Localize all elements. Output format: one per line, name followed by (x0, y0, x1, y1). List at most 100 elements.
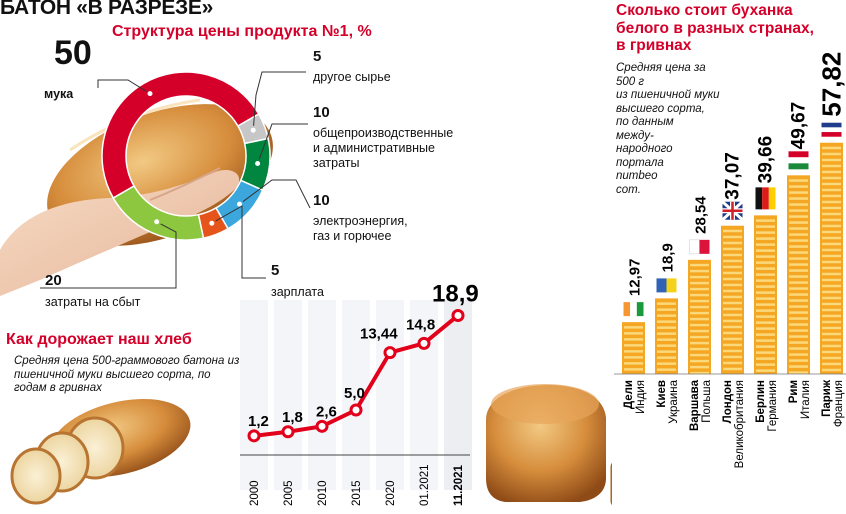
energy-value: 10 (313, 192, 330, 209)
bar-stripe (789, 347, 808, 350)
year-tick-label: 2020 (385, 480, 397, 506)
price-point (349, 403, 363, 417)
bar-stripe (822, 332, 841, 336)
bar-stripe (789, 215, 808, 218)
sliced-baton-image (10, 398, 191, 505)
bar-stripe (822, 254, 841, 258)
bar-stripe (723, 241, 742, 245)
bar-stripe (822, 278, 841, 282)
bar-stripe (789, 275, 808, 278)
year-tick-label: 2000 (249, 480, 261, 506)
bar-stripe (624, 326, 643, 329)
bar-stripe (822, 188, 841, 192)
bar-stripe (690, 299, 709, 303)
bar-stripe (624, 356, 643, 359)
bar-stripe (756, 309, 775, 312)
bar-stripe (756, 237, 775, 240)
bar-stripe (822, 242, 841, 246)
bar-city-label: Лондон (722, 380, 734, 423)
bar-stripe (723, 331, 742, 335)
price-point (315, 419, 329, 433)
bar-stripe (756, 351, 775, 354)
bar-value-label: 18,9 (660, 243, 677, 272)
leader-line (97, 79, 151, 95)
leader-line (40, 221, 177, 289)
bar-stripe (789, 335, 808, 338)
bar-stripe (822, 344, 841, 348)
bar-stripe (756, 321, 775, 324)
bar-stripe (657, 356, 676, 359)
bar-stripe (789, 311, 808, 314)
bar-france (820, 142, 843, 374)
bar-stripe (822, 170, 841, 174)
bar-stripe (822, 338, 841, 342)
bar-stripe (723, 361, 742, 365)
bar-stripe (624, 344, 643, 347)
bar-city-label: Киев (656, 380, 668, 408)
bar-stripe (723, 259, 742, 263)
bar-germany (754, 215, 777, 374)
bar-stripe (789, 239, 808, 242)
bar-stripe (789, 179, 808, 182)
bar-stripe (756, 339, 775, 342)
bar-country-label: Украина (668, 379, 680, 423)
bar-stripe (756, 273, 775, 276)
germany-flag (755, 187, 776, 210)
poland-flag (689, 239, 710, 255)
sales-label: затраты на сбыт (45, 295, 141, 309)
bar-stripe (789, 329, 808, 332)
bar-stripe (822, 176, 841, 180)
donut-chart-title: Структура цены продукта №1, % (112, 23, 372, 40)
bar-value-label: 37,07 (723, 152, 744, 200)
bar-stripe (822, 314, 841, 318)
bar-value-label: 39,66 (756, 136, 777, 184)
bar-value-label: 49,67 (789, 102, 810, 150)
bar-city-label: Берлин (755, 380, 767, 423)
bar-stripe (690, 365, 709, 369)
bar-stripe (657, 362, 676, 365)
bar-stripe (822, 158, 841, 162)
bar-stripe (723, 295, 742, 299)
bar-country-label: Великобритания (734, 380, 746, 468)
bar-stripe (756, 315, 775, 318)
year-tick-label: 01.2021 (419, 464, 431, 506)
bar-stripe (657, 368, 676, 371)
bar-stripe (822, 248, 841, 252)
bar-stripe (822, 320, 841, 324)
bar-stripe (690, 359, 709, 363)
bar-stripe (690, 341, 709, 345)
bar-stripe (657, 326, 676, 329)
bar-stripe (657, 314, 676, 317)
bar-stripe (789, 341, 808, 344)
italy-flag (788, 151, 809, 170)
bar-stripe (690, 347, 709, 351)
bar-stripe (756, 357, 775, 360)
bar-stripe (789, 257, 808, 260)
bar-india (622, 322, 645, 374)
bar-stripe (822, 200, 841, 204)
bar-stripe (789, 365, 808, 368)
bar-stripe (756, 369, 775, 372)
bar-stripe (723, 229, 742, 233)
bar-country-label: Индия (635, 380, 647, 414)
bar-city-label: Париж (821, 379, 833, 417)
bar-stripe (789, 281, 808, 284)
bar-stripe (822, 206, 841, 210)
bar-stripe (756, 231, 775, 234)
bar-stripe (690, 311, 709, 315)
ukraine-flag (656, 278, 677, 293)
bar-stripe (657, 344, 676, 347)
bar (721, 225, 744, 374)
bar-stripe (723, 319, 742, 323)
bar-stripe (789, 359, 808, 362)
bar-poland (688, 259, 711, 375)
line-column-bg (308, 300, 336, 490)
bar-stripe (690, 329, 709, 333)
sales-value: 20 (45, 272, 62, 289)
bar-stripe (723, 349, 742, 353)
bar-stripe (690, 305, 709, 309)
bar-stripe (822, 194, 841, 198)
bar-stripe (756, 225, 775, 228)
